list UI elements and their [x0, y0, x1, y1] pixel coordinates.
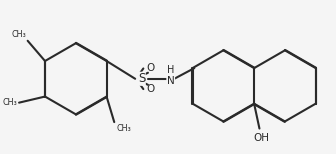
Text: OH: OH [253, 133, 269, 143]
Text: H: H [167, 65, 174, 75]
Text: S: S [138, 72, 145, 85]
Text: O: O [146, 63, 154, 73]
Text: N: N [167, 76, 175, 86]
Text: O: O [146, 84, 154, 94]
Text: CH₃: CH₃ [116, 124, 131, 133]
Text: CH₃: CH₃ [3, 98, 17, 107]
Text: CH₃: CH₃ [11, 30, 26, 39]
